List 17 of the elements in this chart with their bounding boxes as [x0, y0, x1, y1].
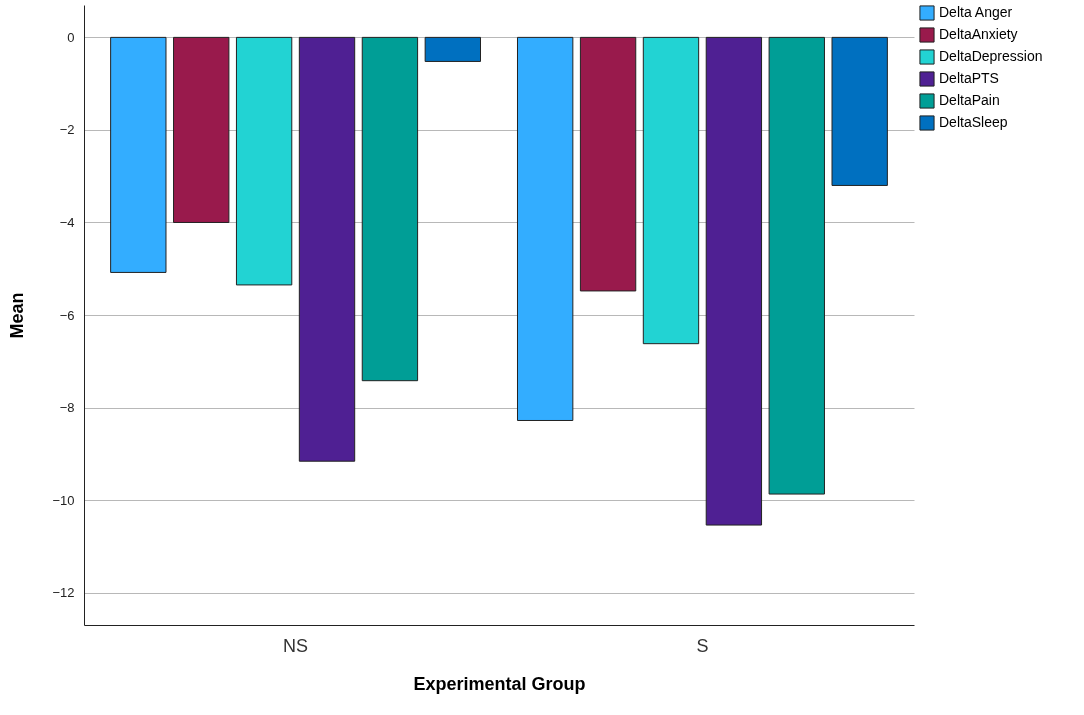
legend-label: DeltaDepression: [939, 48, 1043, 64]
legend-label: DeltaSleep: [939, 114, 1008, 130]
legend-label: DeltaPain: [939, 92, 1000, 108]
x-tick-label: S: [696, 635, 709, 656]
y-tick-label: −10: [52, 492, 75, 508]
y-tick-label: −4: [59, 214, 75, 230]
x-tick-label: NS: [283, 635, 309, 656]
y-tick-label: −2: [59, 122, 75, 138]
y-axis-title: Mean: [7, 292, 28, 339]
y-tick-label: −12: [52, 585, 75, 601]
y-tick-label: −6: [59, 307, 75, 323]
legend-label: DeltaPTS: [939, 70, 999, 86]
x-axis-title: Experimental Group: [413, 673, 586, 694]
y-tick-label: 0: [67, 29, 75, 45]
legend-label: DeltaAnxiety: [939, 26, 1018, 42]
y-tick-label: −8: [59, 400, 75, 416]
legend-label: Delta Anger: [939, 4, 1013, 20]
